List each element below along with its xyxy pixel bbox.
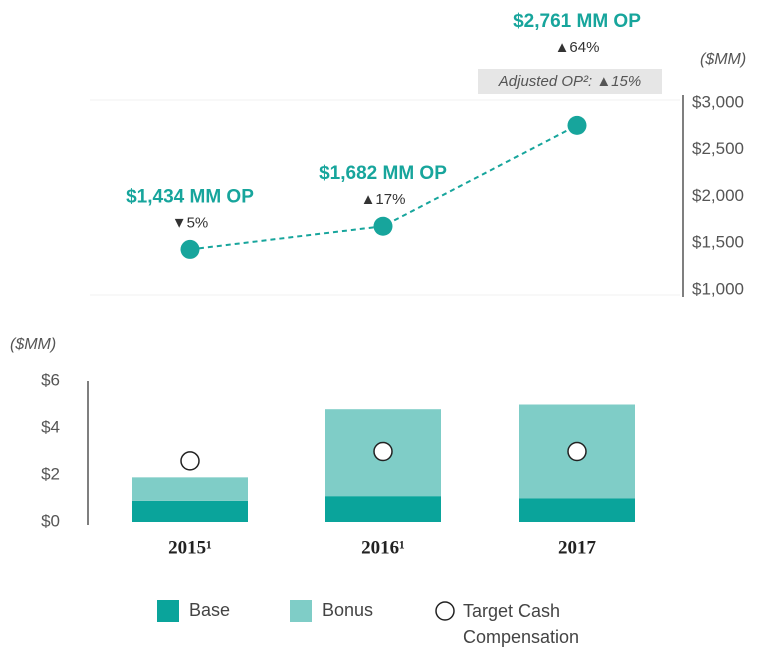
target-marker — [180, 451, 200, 471]
y-tick-label: $6 — [41, 370, 60, 389]
y-tick-label: $2,000 — [692, 186, 744, 205]
change-label: ▼5% — [172, 214, 209, 231]
y-axis-label: ($MM) — [10, 336, 56, 353]
bar-segment — [132, 477, 248, 501]
legend-label: Target Cash Compensation — [463, 601, 580, 647]
value-label: $1,434 MM OP — [126, 186, 254, 207]
x-tick-label: 2015¹ — [168, 537, 212, 558]
point — [373, 216, 393, 236]
annotation-box — [478, 69, 662, 94]
target-marker — [373, 441, 393, 462]
annotation: Adjusted OP²: ▲15% — [498, 73, 641, 90]
legend-label: Bonus — [322, 600, 373, 620]
y-axis-label: ($MM) — [700, 51, 746, 68]
value-label: $2,761 MM OP — [513, 11, 641, 32]
bar-segment — [325, 496, 441, 522]
legend-label: Base — [189, 600, 230, 620]
bar-segment — [519, 498, 635, 522]
y-tick-label: $1,500 — [692, 233, 744, 252]
point — [180, 239, 200, 259]
legend-marker — [435, 601, 455, 621]
y-tick-label: $3,000 — [692, 92, 744, 111]
line — [189, 124, 578, 251]
target-marker — [567, 441, 587, 462]
legend-swatch — [290, 600, 312, 622]
y-tick-label: $2,500 — [692, 139, 744, 158]
change-label: ▲17% — [361, 191, 406, 208]
point — [567, 115, 587, 135]
bar-segment — [132, 500, 248, 522]
legend-swatch — [157, 600, 179, 622]
change-label: ▲64% — [555, 39, 600, 56]
y-tick-label: $2 — [41, 464, 60, 483]
x-tick-label: 2017 — [558, 537, 597, 558]
value-label: $1,682 MM OP — [319, 163, 447, 184]
x-tick-label: 2016¹ — [361, 537, 405, 558]
y-tick-label: $1,000 — [692, 279, 744, 298]
y-tick-label: $0 — [41, 511, 60, 530]
y-tick-label: $4 — [41, 417, 60, 436]
